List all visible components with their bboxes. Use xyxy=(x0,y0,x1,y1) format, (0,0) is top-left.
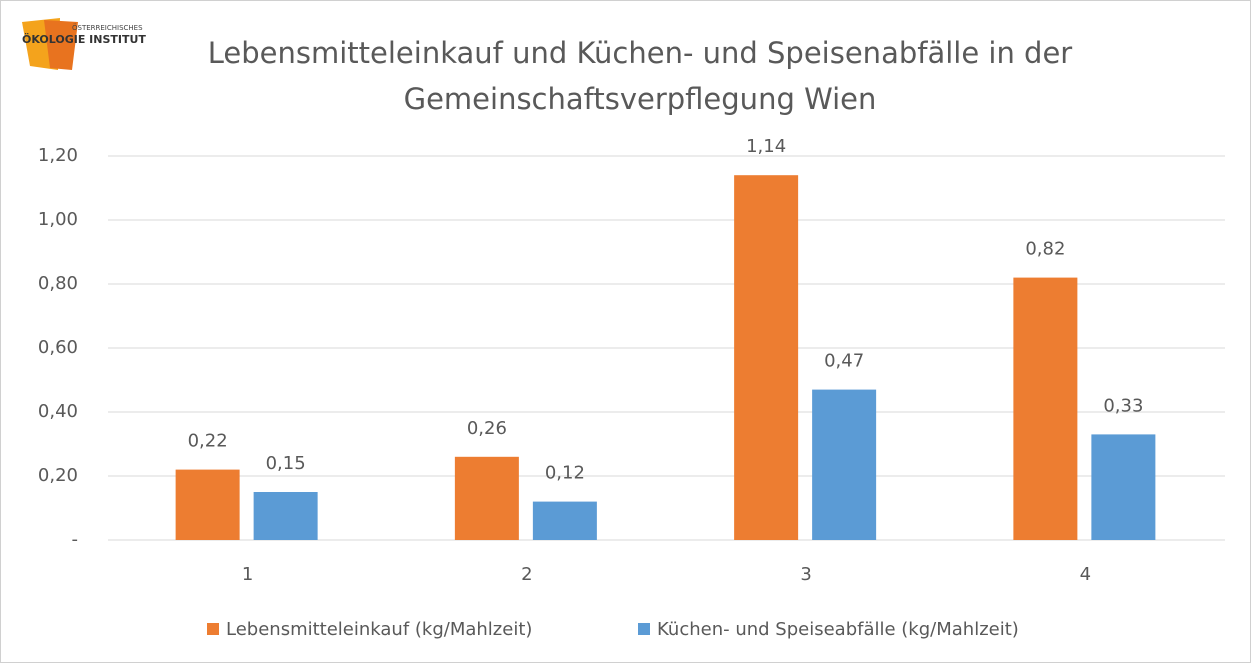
legend-label: Küchen- und Speiseabfälle (kg/Mahlzeit) xyxy=(657,619,1019,640)
value-label: 0,47 xyxy=(824,351,864,372)
y-tick-label: 0,40 xyxy=(38,401,78,422)
value-label: 0,26 xyxy=(467,418,507,439)
bar xyxy=(734,175,799,540)
value-label: 1,14 xyxy=(746,136,786,157)
bar xyxy=(812,389,877,540)
x-tick-label: 4 xyxy=(1080,564,1091,585)
value-label: 0,12 xyxy=(545,463,585,484)
value-label: 0,82 xyxy=(1025,239,1065,260)
value-label: 0,22 xyxy=(188,431,228,452)
y-tick-label: 1,20 xyxy=(38,145,78,166)
y-tick-label: 0,80 xyxy=(38,273,78,294)
logo: ÖSTERREICHISCHES ÖKOLOGIE INSTITUT xyxy=(22,18,146,70)
value-label: 0,15 xyxy=(266,453,306,474)
bar xyxy=(454,456,519,540)
legend-swatch xyxy=(207,623,219,635)
x-tick-label: 3 xyxy=(800,564,811,585)
y-tick-label: - xyxy=(72,529,79,550)
value-label: 0,33 xyxy=(1103,395,1143,416)
chart-title: Gemeinschaftsverpflegung Wien xyxy=(404,82,877,116)
logo-text: ÖSTERREICHISCHES xyxy=(72,23,143,32)
legend-swatch xyxy=(638,623,650,635)
logo-text: ÖKOLOGIE INSTITUT xyxy=(22,32,146,46)
legend-label: Lebensmitteleinkauf (kg/Mahlzeit) xyxy=(226,619,532,640)
logo-shape xyxy=(44,20,78,70)
x-tick-label: 2 xyxy=(521,564,532,585)
y-tick-label: 0,20 xyxy=(38,465,78,486)
bar xyxy=(532,501,597,540)
y-tick-label: 0,60 xyxy=(38,337,78,358)
bar xyxy=(1091,434,1156,540)
bar xyxy=(253,492,318,540)
chart-title: Lebensmitteleinkauf und Küchen- und Spei… xyxy=(208,36,1073,70)
bar xyxy=(175,469,240,540)
bar xyxy=(1013,277,1078,540)
y-tick-label: 1,00 xyxy=(38,209,78,230)
x-tick-label: 1 xyxy=(242,564,253,585)
